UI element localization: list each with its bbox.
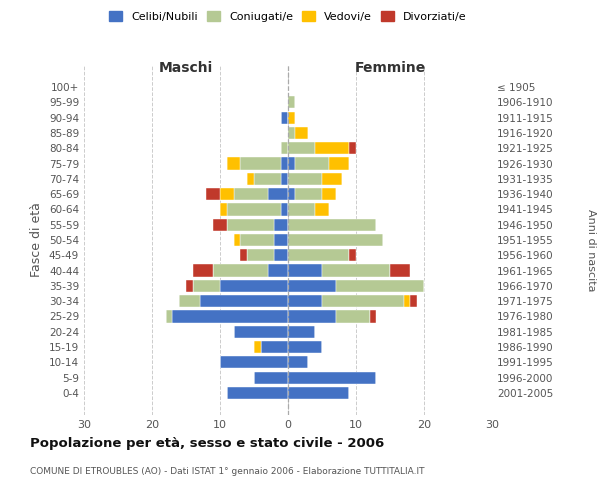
Bar [315,204,329,216]
Bar [281,172,288,185]
Bar [288,387,349,399]
Bar [288,295,322,308]
Bar [213,264,268,276]
Bar [213,218,227,231]
Bar [179,295,200,308]
Bar [254,372,288,384]
Bar [268,264,288,276]
Bar [193,280,220,292]
Bar [247,172,254,185]
Bar [227,158,241,170]
Bar [288,326,315,338]
Bar [288,142,315,154]
Bar [220,204,227,216]
Bar [186,280,193,292]
Bar [288,158,295,170]
Bar [322,295,404,308]
Bar [288,234,383,246]
Bar [206,188,220,200]
Bar [247,249,274,262]
Bar [281,112,288,124]
Bar [233,326,288,338]
Bar [322,172,343,185]
Bar [233,234,241,246]
Bar [295,188,322,200]
Bar [288,218,376,231]
Bar [288,188,295,200]
Bar [288,280,335,292]
Bar [281,142,288,154]
Bar [322,264,390,276]
Bar [335,310,370,322]
Bar [233,188,268,200]
Bar [281,204,288,216]
Bar [349,249,356,262]
Bar [200,295,288,308]
Bar [390,264,410,276]
Text: Maschi: Maschi [159,61,213,75]
Bar [254,341,261,353]
Bar [274,234,288,246]
Text: Femmine: Femmine [355,61,425,75]
Bar [288,264,322,276]
Bar [288,372,376,384]
Bar [322,188,335,200]
Bar [288,172,322,185]
Bar [349,142,356,154]
Bar [227,218,274,231]
Bar [281,158,288,170]
Bar [227,387,288,399]
Bar [220,188,233,200]
Legend: Celibi/Nubili, Coniugati/e, Vedovi/e, Divorziati/e: Celibi/Nubili, Coniugati/e, Vedovi/e, Di… [106,8,470,25]
Bar [241,234,274,246]
Text: Popolazione per età, sesso e stato civile - 2006: Popolazione per età, sesso e stato civil… [30,438,384,450]
Bar [288,356,308,368]
Bar [288,310,335,322]
Bar [329,158,349,170]
Bar [288,96,295,108]
Bar [193,264,213,276]
Bar [254,172,281,185]
Bar [288,249,349,262]
Bar [288,127,295,139]
Bar [335,280,424,292]
Text: COMUNE DI ETROUBLES (AO) - Dati ISTAT 1° gennaio 2006 - Elaborazione TUTTITALIA.: COMUNE DI ETROUBLES (AO) - Dati ISTAT 1°… [30,468,425,476]
Bar [241,249,247,262]
Bar [295,158,329,170]
Bar [288,204,315,216]
Bar [410,295,417,308]
Bar [288,112,295,124]
Bar [315,142,349,154]
Bar [268,188,288,200]
Bar [227,204,281,216]
Bar [295,127,308,139]
Bar [288,341,322,353]
Bar [274,249,288,262]
Bar [220,280,288,292]
Text: Anni di nascita: Anni di nascita [586,209,596,291]
Bar [274,218,288,231]
Bar [220,356,288,368]
Bar [166,310,172,322]
Bar [370,310,376,322]
Y-axis label: Fasce di età: Fasce di età [31,202,43,278]
Bar [172,310,288,322]
Bar [261,341,288,353]
Bar [404,295,410,308]
Bar [241,158,281,170]
